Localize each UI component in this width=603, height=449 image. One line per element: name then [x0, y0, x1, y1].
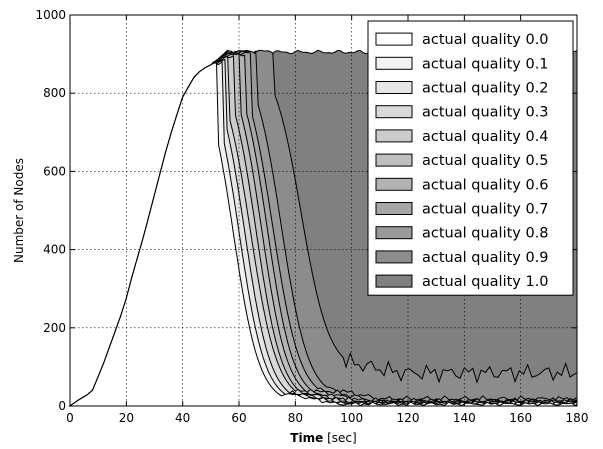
x-tick-label: 20 — [119, 411, 134, 425]
legend-entry: actual quality 0.7 — [422, 202, 549, 218]
legend-swatch — [375, 226, 413, 240]
legend-entry: actual quality 0.4 — [422, 129, 549, 145]
legend-swatch — [375, 202, 413, 215]
legend-swatch — [375, 105, 413, 119]
plot-frame — [69, 14, 578, 407]
y-tick-label: 1000 — [35, 8, 66, 22]
x-tick-label: 120 — [397, 411, 420, 425]
legend-swatch — [375, 177, 413, 191]
legend-entry: actual quality 0.3 — [422, 105, 549, 121]
y-tick-label: 200 — [43, 321, 66, 335]
y-axis-label: Number of Nodes — [12, 158, 26, 263]
legend-entry: actual quality 0.8 — [422, 226, 549, 242]
x-tick-label: 160 — [509, 411, 532, 425]
legend-swatch — [375, 129, 413, 143]
legend-swatch — [375, 32, 413, 46]
y-tick-label: 400 — [43, 243, 66, 257]
x-tick-label: 100 — [340, 411, 363, 425]
y-tick-label: 800 — [43, 86, 66, 100]
legend-entry: actual quality 0.1 — [422, 56, 549, 72]
x-tick-label: 60 — [231, 411, 246, 425]
legend: actual quality 0.0 actual quality 0.1 actu… — [367, 20, 574, 296]
legend-swatch — [375, 250, 413, 264]
area-series-actual-quality-0-0 — [68, 62, 578, 407]
x-axis-label-main: Time — [290, 431, 323, 445]
legend-swatch — [375, 153, 413, 167]
x-axis-label-unit: [sec] — [327, 431, 357, 445]
x-tick-label: 80 — [288, 411, 303, 425]
legend-entry: actual quality 0.0 — [422, 32, 549, 48]
legend-entry: actual quality 0.6 — [422, 177, 549, 193]
legend-swatch — [375, 274, 413, 288]
legend-entry: actual quality 0.9 — [422, 250, 549, 266]
x-tick-label: 40 — [175, 411, 190, 425]
legend-swatch — [375, 56, 413, 70]
x-tick-label: 180 — [566, 411, 589, 425]
x-tick-label: 140 — [453, 411, 476, 425]
legend-swatch — [375, 81, 413, 94]
y-tick-label: 0 — [58, 399, 66, 413]
area-series-group — [68, 49, 578, 407]
legend-entry: actual quality 1.0 — [422, 274, 549, 290]
legend-entry: actual quality 0.5 — [422, 153, 549, 169]
x-axis-label: Time [sec] — [290, 431, 356, 445]
tick-group: 0 20 40 60 80 100 120 140 160 180 0 200 400 600 800 100… — [35, 8, 588, 425]
legend-entry: actual quality 0.2 — [422, 81, 549, 97]
y-tick-label: 600 — [43, 164, 66, 178]
x-tick-label: 0 — [66, 411, 74, 425]
